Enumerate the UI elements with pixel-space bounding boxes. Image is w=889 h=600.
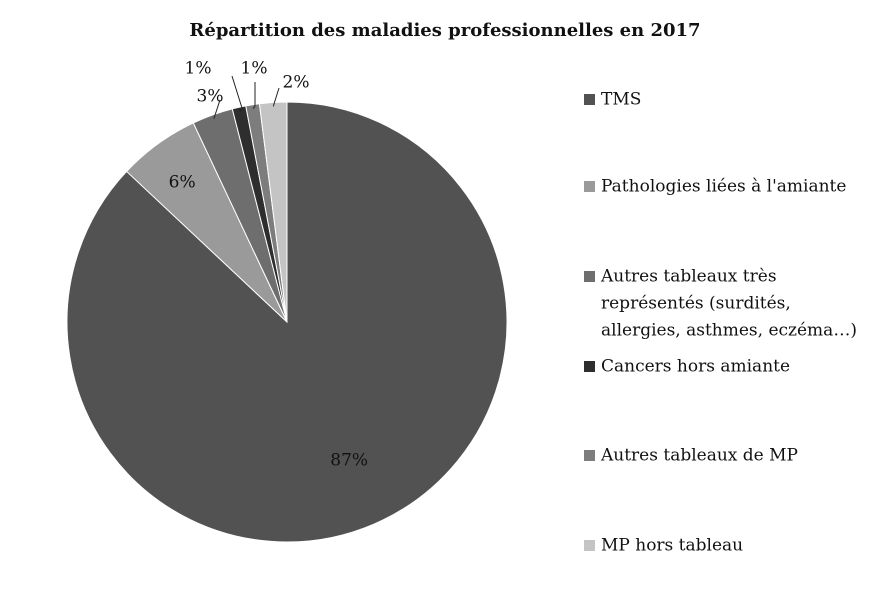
legend-label: Autres tableaux de MP	[600, 446, 798, 466]
data-label: 1%	[185, 59, 212, 79]
legend-label: MP hors tableau	[601, 536, 743, 556]
chart-title: Répartition des maladies professionnelle…	[189, 20, 700, 41]
legend-label: allergies, asthmes, eczéma…)	[601, 321, 857, 341]
legend-swatch	[584, 181, 595, 192]
legend-swatch	[584, 450, 595, 461]
leader-line	[252, 82, 256, 109]
legend-swatch	[584, 361, 595, 372]
legend: TMS Pathologies liées à l'amiante Autres t…	[584, 90, 857, 556]
data-label: 2%	[283, 73, 310, 93]
pie-slices	[66, 101, 508, 543]
legend-swatch	[584, 540, 595, 551]
legend-label: représentés (surdités,	[601, 294, 791, 314]
legend-label: Pathologies liées à l'amiante	[601, 177, 846, 197]
leader-line	[213, 99, 221, 119]
data-label: 3%	[197, 87, 224, 107]
leader-line	[231, 75, 243, 112]
data-labels: 87% 6% 3% 1% 1% 2%	[169, 59, 368, 471]
legend-swatch	[584, 94, 595, 105]
legend-label: TMS	[601, 90, 641, 110]
legend-label: Autres tableaux très	[600, 267, 777, 287]
data-label: 6%	[169, 173, 196, 193]
legend-swatch	[584, 271, 595, 282]
data-label: 87%	[330, 451, 368, 471]
leader-lines	[213, 75, 280, 119]
leader-line	[272, 87, 280, 107]
data-label: 1%	[241, 59, 268, 79]
pie-slice	[258, 101, 288, 323]
legend-label: Cancers hors amiante	[601, 357, 790, 377]
